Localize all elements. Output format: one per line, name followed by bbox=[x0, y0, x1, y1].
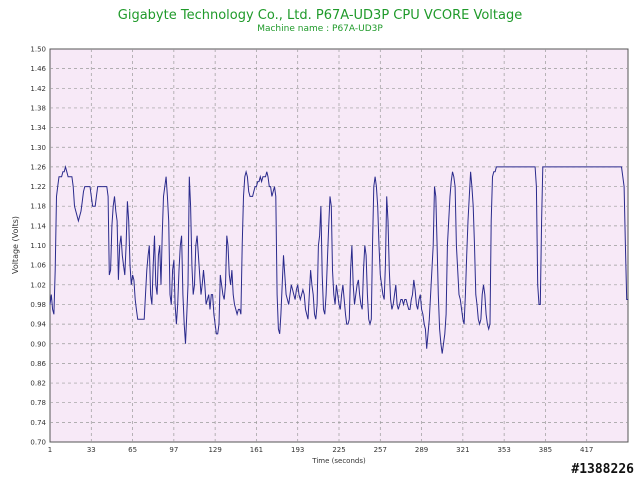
chart-subtitle: Machine name : P67A-UD3P bbox=[257, 24, 383, 34]
x-tick-label: 417 bbox=[580, 446, 593, 454]
x-tick-label: 129 bbox=[208, 446, 221, 454]
y-tick-label: 0.98 bbox=[30, 301, 46, 309]
x-tick-label: 225 bbox=[332, 446, 345, 454]
y-tick-label: 0.94 bbox=[30, 321, 46, 329]
x-tick-label: 97 bbox=[169, 446, 178, 454]
watermark-id: #1388226 bbox=[571, 462, 634, 477]
y-tick-label: 1.22 bbox=[30, 183, 46, 191]
y-tick-label: 1.42 bbox=[30, 85, 46, 93]
x-tick-label: 321 bbox=[456, 446, 469, 454]
y-tick-label: 1.06 bbox=[30, 262, 46, 270]
x-tick-label: 1 bbox=[48, 446, 52, 454]
x-tick-label: 193 bbox=[291, 446, 304, 454]
x-tick-label: 161 bbox=[250, 446, 263, 454]
y-axis-label: Voltage (Volts) bbox=[11, 216, 20, 274]
y-tick-label: 1.34 bbox=[30, 124, 46, 132]
y-tick-label: 0.90 bbox=[30, 340, 46, 348]
series-line-vcore bbox=[49, 164, 628, 354]
y-tick-label: 0.86 bbox=[30, 360, 46, 368]
x-tick-label: 257 bbox=[374, 446, 387, 454]
y-tick-label: 1.10 bbox=[30, 242, 46, 250]
y-tick-label: 1.14 bbox=[30, 222, 46, 230]
y-axis-ticks: 0.70 0.74 0.78 0.82 0.86 0.90 0.94 0.98 1.02 1.06… bbox=[30, 46, 46, 447]
x-axis-ticks: 1 33 65 97 129 161 193 225 257 289 321 353 385 417 bbox=[48, 446, 594, 454]
x-tick-label: 385 bbox=[539, 446, 552, 454]
chart-title: Gigabyte Technology Co., Ltd. P67A-UD3P … bbox=[117, 8, 523, 23]
y-tick-label: 0.82 bbox=[30, 380, 46, 388]
x-axis-label: Time (seconds) bbox=[311, 457, 366, 465]
y-tick-label: 1.50 bbox=[30, 46, 46, 54]
y-tick-label: 1.38 bbox=[30, 104, 46, 112]
y-tick-label: 1.46 bbox=[30, 65, 46, 73]
x-tick-label: 289 bbox=[415, 446, 428, 454]
y-tick-label: 1.30 bbox=[30, 144, 46, 152]
x-tick-label: 353 bbox=[497, 446, 510, 454]
y-tick-label: 1.02 bbox=[30, 281, 46, 289]
y-tick-label: 1.26 bbox=[30, 163, 46, 171]
y-tick-label: 0.74 bbox=[30, 419, 46, 427]
x-tick-label: 33 bbox=[87, 446, 96, 454]
y-tick-label: 0.78 bbox=[30, 399, 46, 407]
y-tick-label: 0.70 bbox=[30, 439, 46, 447]
y-tick-label: 1.18 bbox=[30, 203, 46, 211]
x-tick-label: 65 bbox=[128, 446, 137, 454]
